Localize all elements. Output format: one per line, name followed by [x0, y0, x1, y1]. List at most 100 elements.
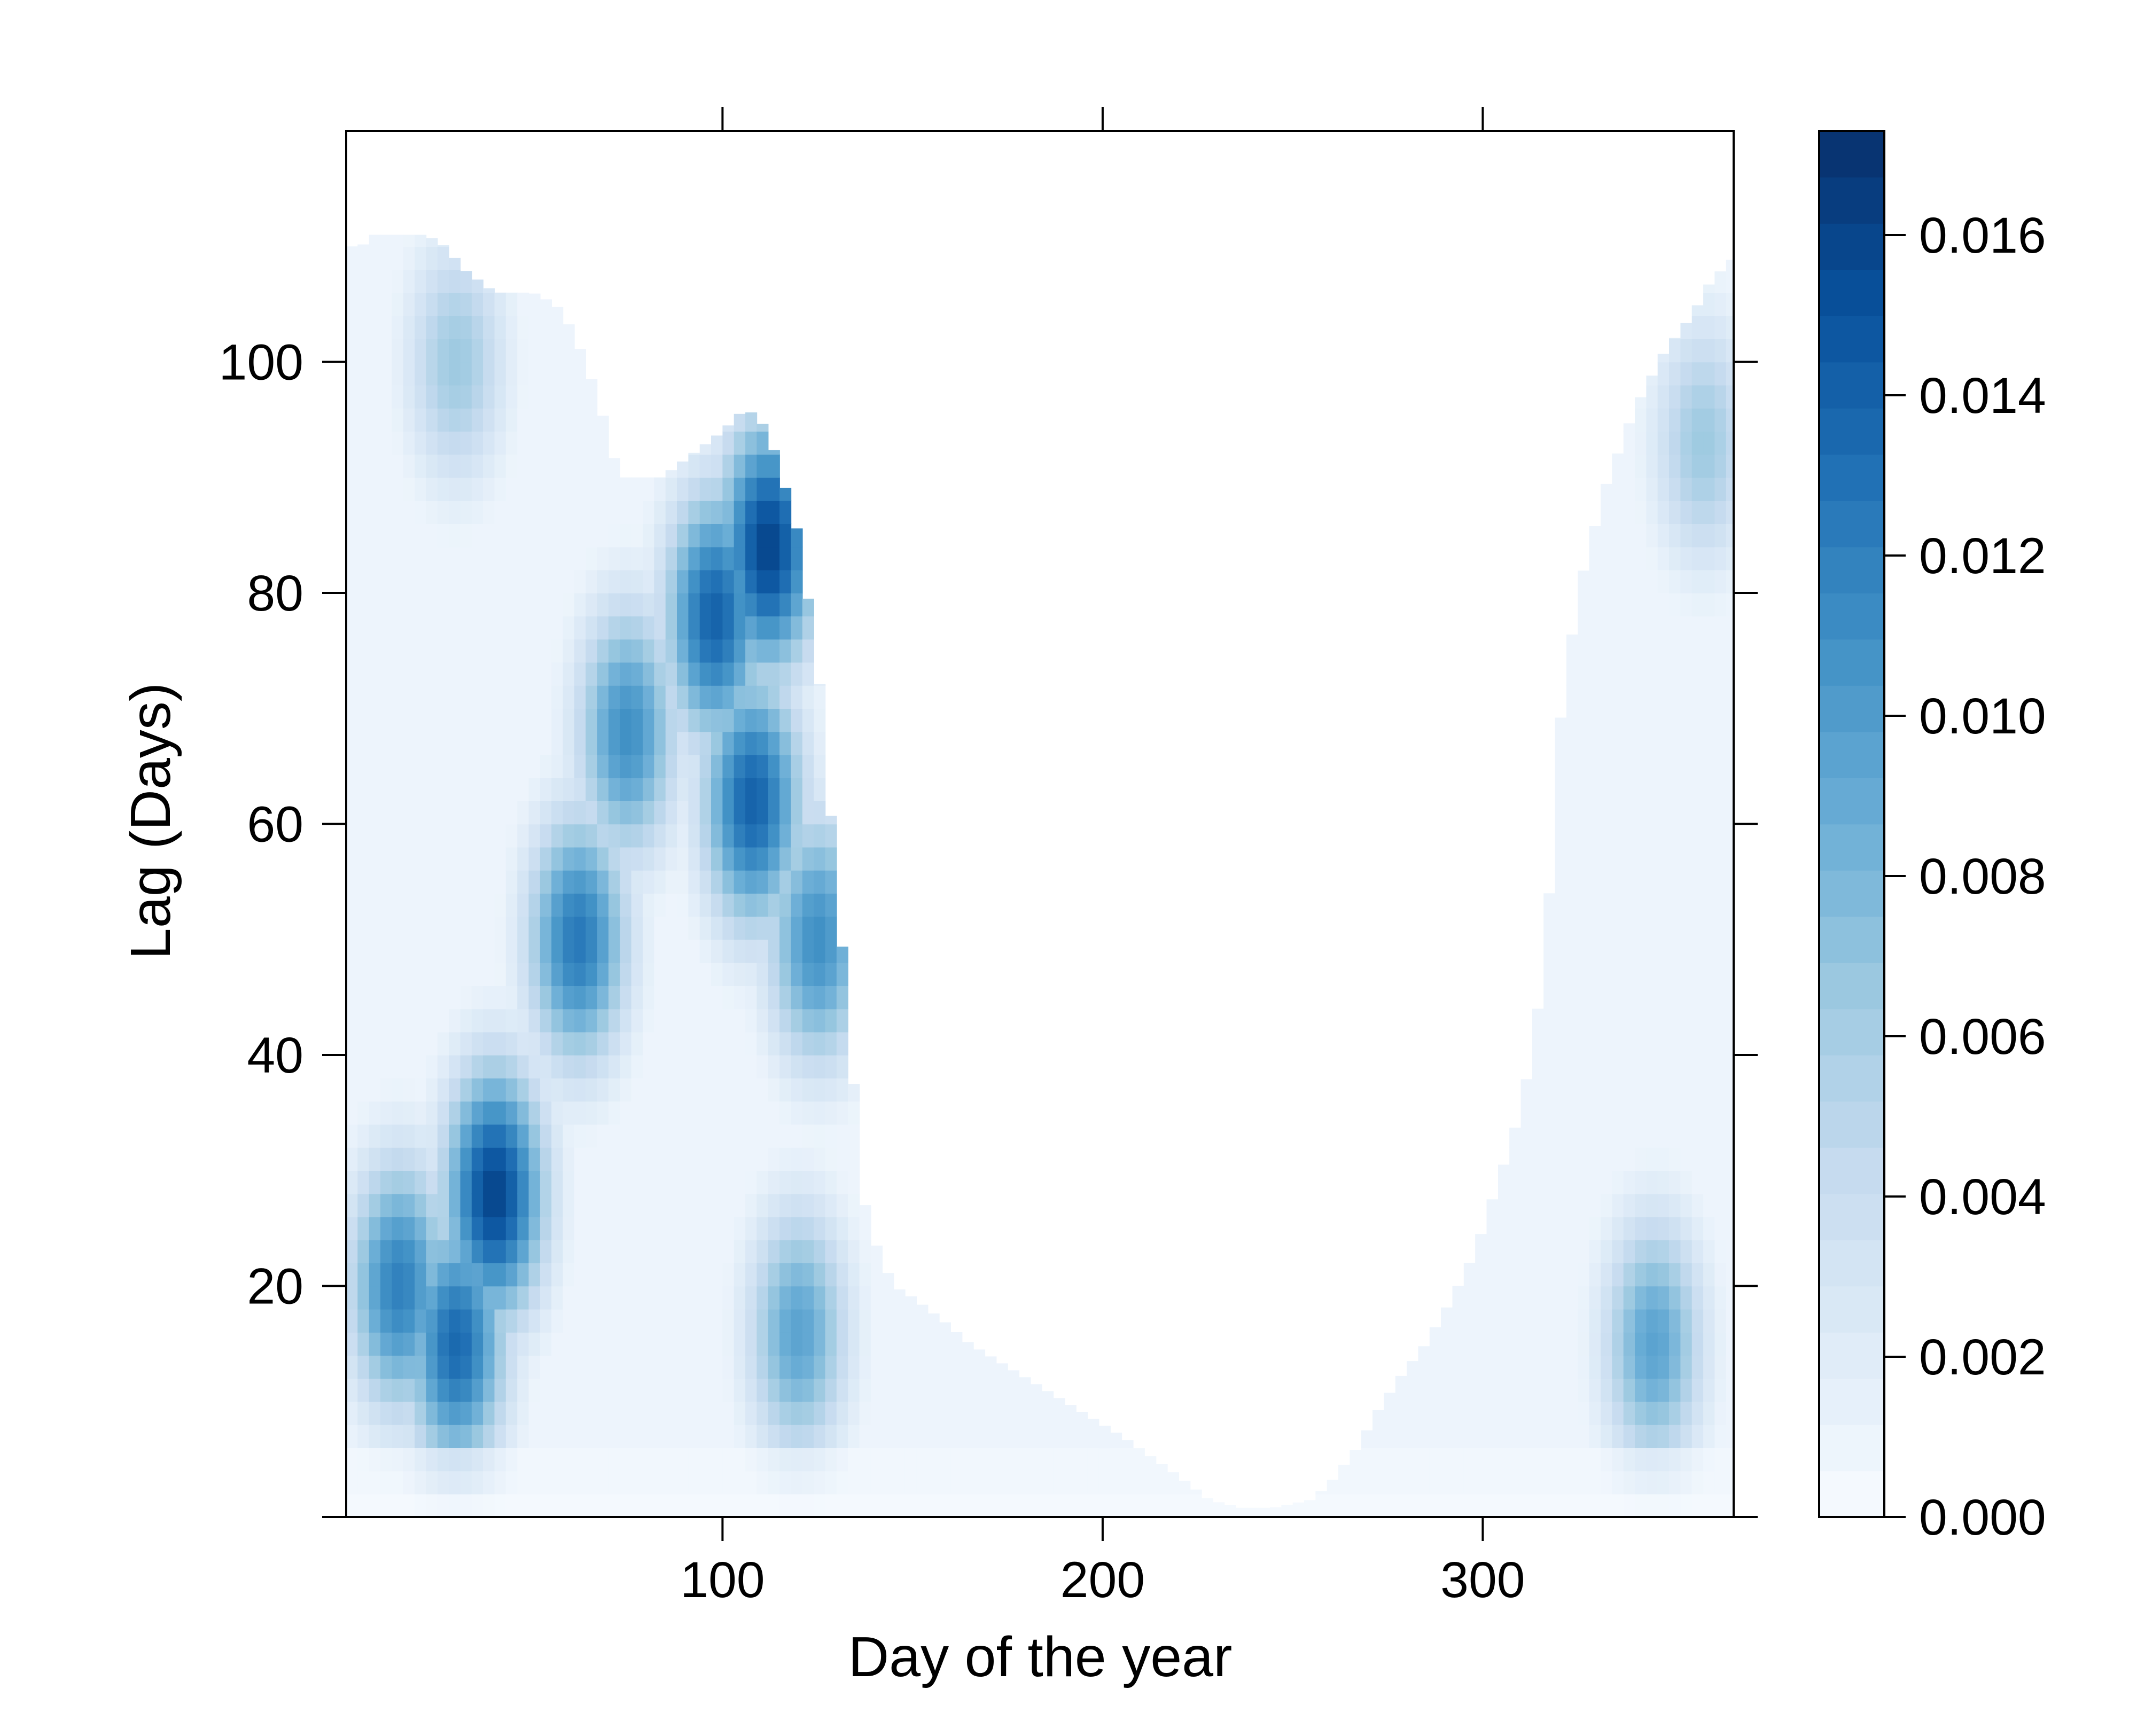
heatmap-cell — [505, 1332, 518, 1356]
heatmap-cell — [962, 1471, 974, 1495]
colorbar-segment — [1819, 1471, 1884, 1518]
heatmap-cell — [734, 916, 746, 940]
heatmap-cell — [985, 1356, 997, 1379]
heatmap-cell — [426, 1193, 438, 1217]
heatmap-cell — [403, 1147, 415, 1171]
heatmap-cell — [1657, 963, 1670, 986]
heatmap-cell — [1395, 1425, 1407, 1448]
heatmap-cell — [586, 1193, 598, 1217]
heatmap-cell — [608, 1355, 620, 1379]
heatmap-cell — [1589, 639, 1601, 663]
heatmap-cell — [1463, 1425, 1476, 1448]
heatmap-cell — [1635, 1355, 1647, 1379]
heatmap-cell — [768, 1078, 780, 1102]
heatmap-cell — [1578, 1124, 1590, 1148]
heatmap-cell — [437, 245, 449, 247]
heatmap-cell — [597, 662, 609, 686]
heatmap-cell — [380, 824, 393, 848]
heatmap-cell — [1680, 939, 1693, 963]
heatmap-cell — [1669, 824, 1681, 848]
heatmap-cell — [505, 1101, 518, 1125]
heatmap-cell — [528, 824, 541, 848]
heatmap-cell — [369, 893, 381, 917]
heatmap-cell — [608, 1078, 620, 1102]
heatmap-cell — [1669, 1355, 1681, 1379]
heatmap-cell — [494, 1031, 506, 1055]
heatmap-cell — [791, 824, 803, 848]
heatmap-cell — [1680, 986, 1693, 1010]
heatmap-cell — [643, 1448, 655, 1472]
heatmap-cell — [574, 754, 586, 778]
heatmap-cell — [1509, 1425, 1522, 1448]
heatmap-cell — [814, 1471, 826, 1495]
heatmap-cell — [643, 1471, 655, 1495]
heatmap-cell — [1680, 1286, 1693, 1310]
heatmap-cell — [620, 501, 632, 524]
heatmap-cell — [483, 1401, 495, 1425]
heatmap-cell — [734, 939, 746, 963]
heatmap-cell — [1350, 1450, 1362, 1472]
heatmap-cell — [460, 1124, 472, 1148]
heatmap-cell — [403, 662, 415, 686]
heatmap-cell — [665, 1355, 677, 1379]
heatmap-cell — [1555, 801, 1567, 825]
heatmap-cell — [392, 1493, 404, 1518]
heatmap-cell — [357, 339, 370, 363]
heatmap-cell — [540, 685, 552, 709]
heatmap-cell — [802, 1078, 814, 1102]
heatmap-cell — [369, 501, 381, 524]
heatmap-cell — [586, 778, 598, 801]
y-tick-label: 100 — [219, 334, 303, 391]
heatmap-cell — [380, 431, 393, 455]
heatmap-cell — [1635, 685, 1647, 709]
heatmap-cell — [643, 1286, 655, 1310]
heatmap-cell — [1224, 1505, 1236, 1518]
heatmap-cell — [540, 1031, 552, 1055]
heatmap-cell — [551, 1448, 564, 1472]
heatmap-cell — [1486, 1471, 1499, 1495]
heatmap-cell — [756, 986, 769, 1010]
heatmap-cell — [779, 501, 792, 524]
heatmap-cell — [631, 963, 643, 986]
heatmap-cell — [768, 1031, 780, 1055]
heatmap-cell — [563, 1170, 575, 1194]
heatmap-cell — [483, 1309, 495, 1333]
heatmap-cell — [403, 916, 415, 940]
heatmap-cell — [505, 824, 518, 848]
heatmap-cell — [608, 639, 620, 663]
heatmap-cell — [517, 616, 529, 640]
heatmap-cell — [791, 754, 803, 778]
heatmap-cell — [460, 546, 472, 570]
heatmap-cell — [734, 870, 746, 894]
heatmap-cell — [711, 1425, 723, 1448]
heatmap-cell — [745, 1216, 758, 1240]
heatmap-cell — [517, 847, 529, 871]
heatmap-cell — [392, 824, 404, 848]
heatmap-cell — [357, 316, 370, 339]
heatmap-cell — [1714, 1401, 1727, 1425]
heatmap-cell — [505, 316, 518, 339]
heatmap-cell — [437, 1309, 449, 1333]
heatmap-cell — [586, 1240, 598, 1263]
heatmap-cell — [528, 454, 541, 478]
heatmap-cell — [551, 523, 564, 548]
heatmap-cell — [586, 1124, 598, 1148]
heatmap-cell — [711, 639, 723, 663]
heatmap-cell — [471, 1240, 483, 1263]
heatmap-cell — [779, 1401, 792, 1425]
heatmap-cell — [1623, 1055, 1635, 1078]
heatmap-cell — [927, 1378, 940, 1402]
heatmap-cell — [586, 824, 598, 848]
heatmap-cell — [437, 1193, 449, 1217]
heatmap-cell — [825, 1170, 837, 1194]
heatmap-cell — [380, 870, 393, 894]
heatmap-cell — [449, 1493, 461, 1518]
heatmap-cell — [403, 246, 415, 270]
heatmap-cell — [1726, 269, 1734, 293]
heatmap-cell — [357, 1309, 370, 1333]
heatmap-cell — [756, 1425, 769, 1448]
heatmap-cell — [814, 801, 826, 825]
heatmap-cell — [403, 847, 415, 871]
heatmap-cell — [460, 731, 472, 755]
heatmap-cell — [734, 546, 746, 570]
